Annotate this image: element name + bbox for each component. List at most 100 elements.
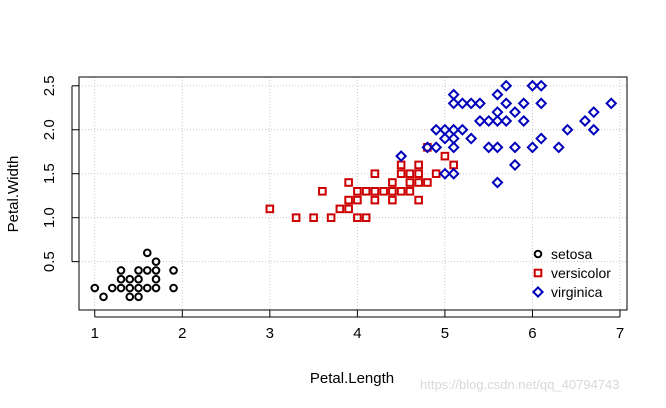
data-point-setosa xyxy=(116,274,126,284)
x-tick-label: 5 xyxy=(441,325,449,342)
data-point-setosa xyxy=(116,283,126,293)
data-point-virginica xyxy=(447,123,460,136)
data-point-virginica xyxy=(395,150,408,163)
data-point-setosa xyxy=(134,283,143,293)
data-point-versicolor xyxy=(318,187,327,196)
data-point-virginica xyxy=(508,141,521,154)
data-point-versicolor xyxy=(414,178,423,187)
axes: 1 2 3 4 5 6 7 0.5 1.0 1.5 2.0 2.5 xyxy=(41,75,624,342)
data-point-virginica xyxy=(473,97,486,110)
data-point-virginica xyxy=(587,106,600,119)
x-tick-label: 1 xyxy=(91,325,99,342)
data-point-setosa xyxy=(107,283,117,293)
x-tick-label: 7 xyxy=(616,325,624,342)
y-axis-title: Petal.Width xyxy=(5,156,22,233)
data-point-versicolor xyxy=(291,213,301,222)
data-point-virginica xyxy=(508,106,521,119)
data-point-versicolor xyxy=(361,187,371,196)
data-point-virginica xyxy=(535,97,548,110)
data-point-virginica xyxy=(438,123,451,136)
x-tick-label: 6 xyxy=(528,325,536,342)
data-point-virginica xyxy=(535,132,548,145)
data-point-setosa xyxy=(125,292,135,302)
data-point-versicolor xyxy=(396,187,406,196)
data-point-versicolor xyxy=(335,204,345,214)
watermark: https://blog.csdn.net/qq_40794743 xyxy=(420,377,620,392)
data-point-versicolor xyxy=(379,187,388,196)
data-point-setosa xyxy=(151,257,161,266)
x-tick-label: 3 xyxy=(266,325,274,342)
data-point-virginica xyxy=(438,167,451,180)
data-point-setosa xyxy=(142,266,152,275)
data-point-versicolor xyxy=(449,160,458,170)
data-point-versicolor xyxy=(388,178,397,187)
data-point-setosa xyxy=(151,274,161,284)
data-point-virginica xyxy=(491,88,504,101)
data-point-versicolor xyxy=(344,204,353,214)
data-point-virginica xyxy=(473,114,486,127)
data-point-virginica xyxy=(447,141,460,154)
data-point-virginica xyxy=(500,114,513,127)
data-point-versicolor xyxy=(414,195,423,205)
data-point-virginica xyxy=(438,132,451,145)
data-point-virginica xyxy=(587,123,600,136)
data-point-setosa xyxy=(151,283,161,293)
data-point-virginica xyxy=(482,114,495,127)
data-point-virginica xyxy=(456,97,469,110)
data-point-virginica xyxy=(465,97,478,110)
data-points xyxy=(90,79,618,302)
data-point-virginica xyxy=(465,132,478,145)
data-point-versicolor xyxy=(388,195,397,205)
data-point-virginica xyxy=(447,88,460,101)
y-tick-label: 2.0 xyxy=(41,119,58,140)
data-point-setosa xyxy=(125,274,135,284)
data-point-setosa xyxy=(134,292,143,302)
legend-marker-setosa xyxy=(533,249,543,259)
data-point-versicolor xyxy=(414,169,423,179)
data-point-virginica xyxy=(500,97,513,110)
data-point-setosa xyxy=(125,283,135,293)
y-tick-label: 2.5 xyxy=(41,75,58,96)
y-tick-label: 0.5 xyxy=(41,251,58,272)
data-point-setosa xyxy=(142,248,152,258)
data-point-virginica xyxy=(526,141,539,154)
data-point-versicolor xyxy=(370,195,380,205)
legend: setosa versicolor virginica xyxy=(531,246,611,300)
data-point-virginica xyxy=(517,97,530,110)
data-point-versicolor xyxy=(309,213,318,222)
data-point-versicolor xyxy=(423,178,432,187)
legend-label-setosa: setosa xyxy=(551,246,592,262)
x-tick-label: 2 xyxy=(178,325,186,342)
data-point-setosa xyxy=(99,292,108,302)
x-axis-title: Petal.Length xyxy=(310,370,394,387)
data-point-virginica xyxy=(578,114,591,127)
data-point-virginica xyxy=(447,167,460,180)
data-point-virginica xyxy=(561,123,574,136)
data-point-versicolor xyxy=(370,169,380,179)
data-point-virginica xyxy=(605,97,618,110)
data-point-versicolor xyxy=(370,187,380,196)
data-point-setosa xyxy=(90,283,100,293)
legend-marker-versicolor xyxy=(533,268,543,278)
data-point-setosa xyxy=(116,266,126,275)
data-point-versicolor xyxy=(353,187,362,196)
y-tick-label: 1.0 xyxy=(41,207,58,228)
data-point-versicolor xyxy=(361,213,371,222)
data-point-virginica xyxy=(526,79,539,92)
data-point-virginica xyxy=(456,123,469,136)
data-point-virginica xyxy=(491,114,504,127)
data-point-setosa xyxy=(142,283,152,293)
data-point-virginica xyxy=(430,141,443,154)
grid-lines xyxy=(79,77,627,310)
data-point-versicolor xyxy=(396,169,406,179)
data-point-setosa xyxy=(169,266,178,275)
data-point-setosa xyxy=(134,266,143,275)
data-point-setosa xyxy=(169,283,178,293)
data-point-versicolor xyxy=(353,195,362,205)
data-point-versicolor xyxy=(388,187,397,196)
data-point-virginica xyxy=(517,114,530,127)
legend-label-versicolor: versicolor xyxy=(551,265,611,281)
data-point-virginica xyxy=(447,132,460,145)
data-point-virginica xyxy=(421,141,434,154)
